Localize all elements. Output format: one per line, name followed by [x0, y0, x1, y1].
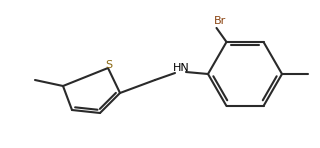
- Text: S: S: [105, 60, 113, 70]
- Text: Br: Br: [213, 16, 226, 26]
- Text: HN: HN: [172, 63, 189, 73]
